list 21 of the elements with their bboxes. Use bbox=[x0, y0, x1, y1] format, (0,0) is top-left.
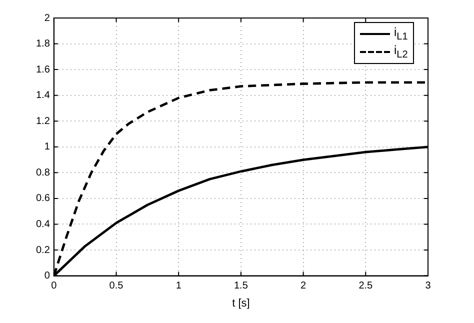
x-axis-title: t [s] bbox=[232, 297, 250, 310]
x-tick-label: 1 bbox=[176, 280, 182, 292]
y-tick-label: 1.6 bbox=[36, 64, 50, 76]
x-tick-label: 3 bbox=[425, 280, 432, 292]
y-tick-label: 0.6 bbox=[36, 193, 50, 204]
y-tick-label: 0.8 bbox=[36, 167, 50, 178]
y-tick-label: 2 bbox=[44, 12, 50, 24]
y-tick-label: 1.8 bbox=[36, 38, 50, 50]
x-tick-label: 2.5 bbox=[358, 280, 374, 292]
y-tick-label: 0.4 bbox=[36, 218, 50, 230]
y-tick-label: 1.4 bbox=[36, 90, 50, 102]
x-tick-label: 0.5 bbox=[109, 280, 124, 292]
x-tick-label: 2 bbox=[300, 280, 307, 292]
y-tick-label: 0.2 bbox=[36, 244, 50, 256]
y-tick-label: 1 bbox=[44, 142, 50, 153]
x-tick-label: 1.5 bbox=[234, 280, 248, 292]
legend-label: i$_{L2}$ bbox=[394, 43, 408, 61]
y-tick-label: 1.2 bbox=[36, 116, 50, 127]
legend-label: i$_{L1}$ bbox=[394, 25, 408, 43]
x-tick-label: 0 bbox=[51, 280, 58, 292]
y-tick-label: 0 bbox=[44, 270, 50, 282]
